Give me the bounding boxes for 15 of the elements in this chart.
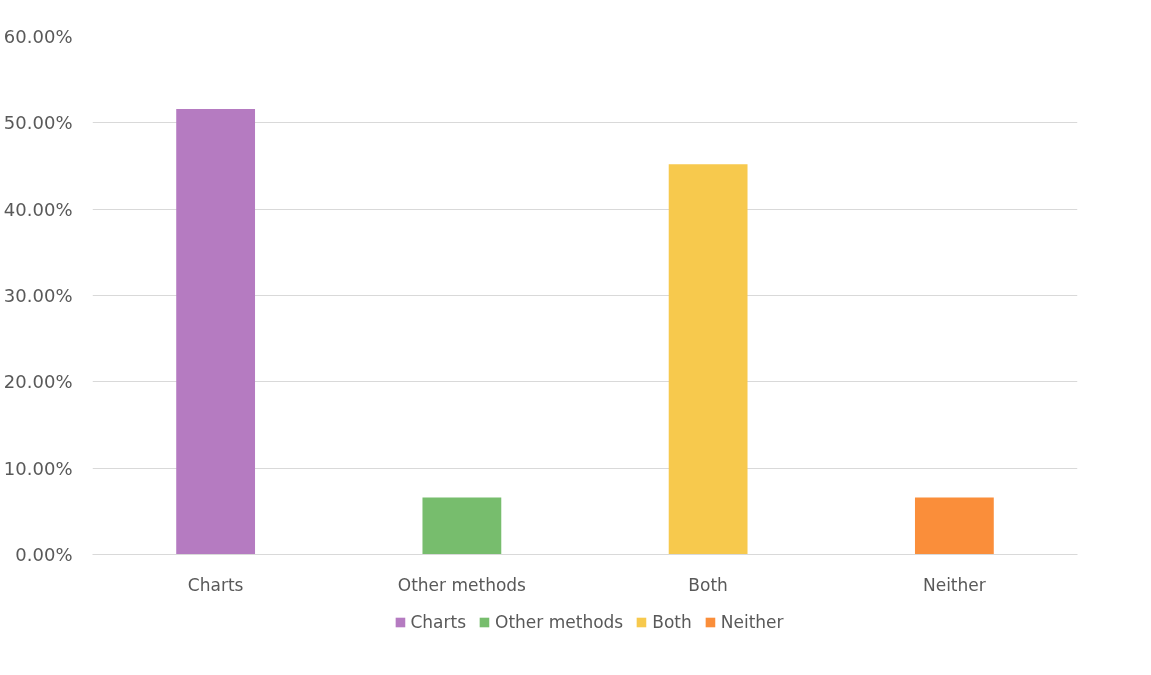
x-tick-label: Other methods	[397, 574, 527, 595]
y-tick-label: 10.00%	[3, 457, 73, 479]
x-tick-label: Neither	[922, 574, 986, 595]
x-tick-label: Charts	[187, 574, 244, 595]
y-tick-label: 40.00%	[3, 198, 73, 220]
legend-label: Charts	[410, 612, 467, 632]
y-tick-label: 50.00%	[3, 112, 73, 134]
y-tick-label: 60.00%	[3, 26, 73, 47]
legend-label: Other methods	[495, 612, 624, 632]
y-tick-label: 0.00%	[15, 544, 73, 565]
y-tick-label: 20.00%	[3, 371, 73, 393]
x-tick-label: Both	[688, 574, 728, 595]
legend-label: Neither	[720, 612, 784, 632]
legend-label: Both	[652, 612, 692, 632]
y-tick-label: 30.00%	[3, 285, 73, 306]
